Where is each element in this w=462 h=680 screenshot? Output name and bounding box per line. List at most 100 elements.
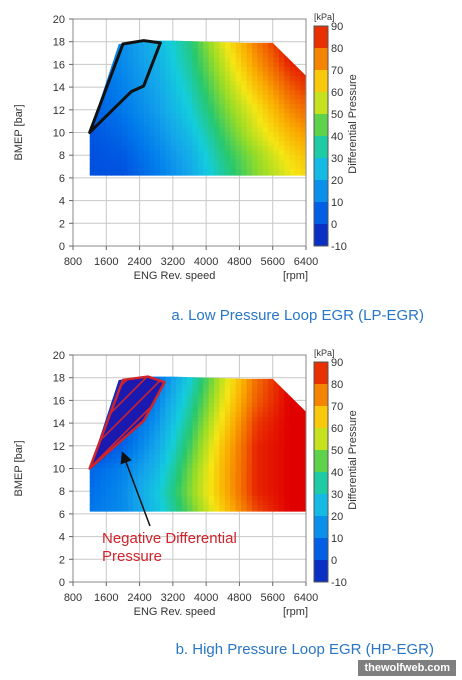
heatmap-cell [235,159,242,165]
colorbar-tick-label: 10 [331,197,343,209]
heatmap-cell [295,149,302,156]
heatmap-cell [208,52,215,58]
heatmap-cell [219,66,226,72]
heatmap-cell [278,89,285,95]
heatmap-cell [230,154,237,160]
heatmap-cell [143,163,150,170]
heatmap-cell [122,173,129,176]
heatmap-cell [154,80,161,86]
heatmap-cell [132,163,139,170]
heatmap-cell [170,495,177,501]
heatmap-cell [257,80,264,86]
heatmap-cell [284,80,291,86]
heatmap-cell [170,420,177,427]
heatmap-cell [251,94,258,100]
heatmap-cell [230,504,237,510]
heatmap-cell [262,402,269,408]
heatmap-cell [138,458,145,464]
heatmap-cell [192,89,199,95]
heatmap-cell [257,453,264,459]
heatmap-cell [262,378,269,385]
heatmap-cell [170,117,177,123]
heatmap-cell [127,108,134,114]
heatmap-cell [159,485,166,492]
heatmap-cell [192,448,199,455]
heatmap-cell [197,108,204,114]
heatmap-cell [89,430,96,436]
heatmap-cell [241,168,248,174]
heatmap-cell [187,434,194,441]
heatmap-cell [132,159,139,165]
heatmap-cell [170,499,177,506]
heatmap-cell [268,52,275,58]
heatmap-cell [219,388,226,394]
heatmap-cell [149,462,156,468]
heatmap-cell [181,490,188,496]
heatmap-cell [192,458,199,464]
heatmap-cell [149,168,156,174]
heatmap-cell [149,476,156,482]
heatmap-cell [203,61,210,67]
heatmap-cell [278,103,285,109]
heatmap-cell [224,159,231,165]
heatmap-cell [192,108,199,114]
heatmap-cell [122,126,129,132]
heatmap-cell [262,509,269,512]
heatmap-cell [284,56,291,63]
heatmap-cell [284,42,291,49]
heatmap-cell [138,145,145,151]
heatmap-cell [165,499,172,506]
heatmap-cell [208,402,215,408]
heatmap-cell [122,444,129,450]
heatmap-cell [127,84,134,91]
annotation-line-1: Negative Differential [102,530,237,547]
heatmap-cell [241,509,248,512]
y-tick-label: 0 [59,241,65,253]
heatmap-cell [181,75,188,81]
heatmap-cell [257,444,264,450]
heatmap-cell [89,392,96,399]
heatmap-cell [149,499,156,506]
heatmap-cell [246,159,253,165]
heatmap-cell [278,448,285,455]
heatmap-cell [154,376,161,380]
heatmap-cell [300,444,307,450]
heatmap-cell [224,66,231,72]
heatmap-cell [132,122,139,128]
heatmap-cell [246,80,253,86]
heatmap-cell [268,61,275,67]
heatmap-cell [100,406,107,413]
heatmap-cell [241,136,248,142]
heatmap-cell [235,98,242,105]
heatmap-cell [132,439,139,445]
heatmap-cell [95,56,102,63]
heatmap-cell [132,98,139,105]
heatmap-cell [257,89,264,95]
heatmap-cell [246,84,253,91]
heatmap-cell [122,117,129,123]
heatmap-cell [138,89,145,95]
heatmap-cell [235,388,242,394]
heatmap-cell [241,40,248,44]
heatmap-cell [95,378,102,385]
heatmap-cell [149,122,156,128]
heatmap-cell [203,94,210,100]
heatmap-cell [268,420,275,427]
heatmap-cell [122,472,129,478]
heatmap-cell [89,70,96,77]
heatmap-cell [241,439,248,445]
heatmap-cell [284,163,291,170]
heatmap-cell [251,481,258,487]
heatmap-cell [273,66,280,72]
heatmap-cell [241,472,248,478]
colorbar-tick-label: 30 [331,489,343,501]
heatmap-cell [295,406,302,413]
heatmap-cell [138,75,145,81]
heatmap-cell [295,453,302,459]
heatmap-cell [219,509,226,512]
heatmap-cell [89,434,96,441]
heatmap-cell [197,136,204,142]
heatmap-cell [187,103,194,109]
heatmap-cell [89,89,96,95]
heatmap-cell [268,434,275,441]
